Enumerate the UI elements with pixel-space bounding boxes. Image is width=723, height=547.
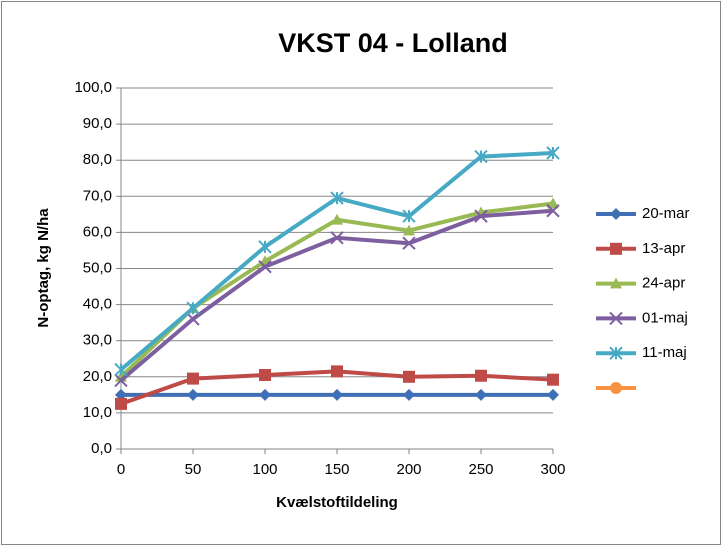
x-tick-label: 50: [185, 461, 202, 478]
legend-marker: [609, 311, 623, 326]
marker: [330, 231, 344, 245]
marker: [331, 213, 343, 225]
legend-marker: [609, 346, 623, 360]
legend-label: 24-apr: [642, 275, 685, 292]
legend-marker: [610, 242, 622, 255]
marker: [547, 373, 559, 386]
marker: [331, 365, 343, 378]
marker: [259, 368, 271, 381]
marker: [546, 204, 560, 218]
y-axis-label: N-optag, kg N/ha: [35, 208, 52, 328]
legend-label: 01-maj: [642, 309, 688, 326]
marker: [403, 370, 415, 383]
y-tick-label: 100,0: [74, 79, 112, 96]
x-tick-label: 0: [117, 461, 125, 478]
x-axis-label: Kvælstoftildeling: [276, 494, 398, 511]
legend-label: 13-apr: [642, 240, 685, 257]
y-tick-label: 60,0: [83, 223, 112, 240]
marker: [258, 240, 272, 254]
marker: [330, 191, 344, 205]
y-tick-label: 20,0: [83, 368, 112, 385]
marker: [114, 362, 128, 377]
y-tick-label: 90,0: [83, 115, 112, 132]
marker: [115, 397, 127, 410]
x-tick-label: 150: [324, 461, 349, 478]
chart-title: VKST 04 - Lolland: [278, 28, 508, 58]
x-tick-label: 300: [540, 461, 565, 478]
legend-label: 20-mar: [642, 205, 690, 222]
x-tick-label: 250: [468, 461, 493, 478]
marker: [402, 209, 416, 223]
legend-marker: [610, 277, 622, 289]
y-tick-label: 0,0: [91, 440, 112, 457]
marker: [331, 388, 343, 401]
marker: [114, 373, 128, 388]
marker: [187, 388, 199, 401]
legend-marker: [610, 208, 622, 220]
marker: [259, 388, 271, 401]
marker: [115, 388, 127, 401]
marker: [186, 312, 200, 326]
x-tick-label: 100: [252, 461, 277, 478]
marker: [187, 372, 199, 385]
marker: [402, 236, 416, 250]
y-tick-label: 70,0: [83, 187, 112, 204]
y-tick-label: 50,0: [83, 259, 112, 276]
marker: [403, 224, 415, 236]
marker: [546, 146, 560, 160]
x-tick-label: 200: [396, 461, 421, 478]
y-tick-label: 30,0: [83, 332, 112, 349]
marker: [474, 209, 488, 223]
marker: [547, 197, 559, 209]
marker: [186, 301, 200, 315]
y-tick-label: 40,0: [83, 296, 112, 313]
y-tick-label: 10,0: [83, 404, 112, 421]
marker: [547, 388, 559, 401]
marker: [475, 369, 487, 382]
marker: [258, 259, 272, 274]
legend-label: 11-maj: [642, 344, 687, 361]
marker: [474, 149, 488, 164]
marker: [403, 388, 415, 401]
legend-marker: [610, 382, 622, 394]
marker: [475, 388, 487, 401]
y-tick-label: 80,0: [83, 151, 112, 168]
